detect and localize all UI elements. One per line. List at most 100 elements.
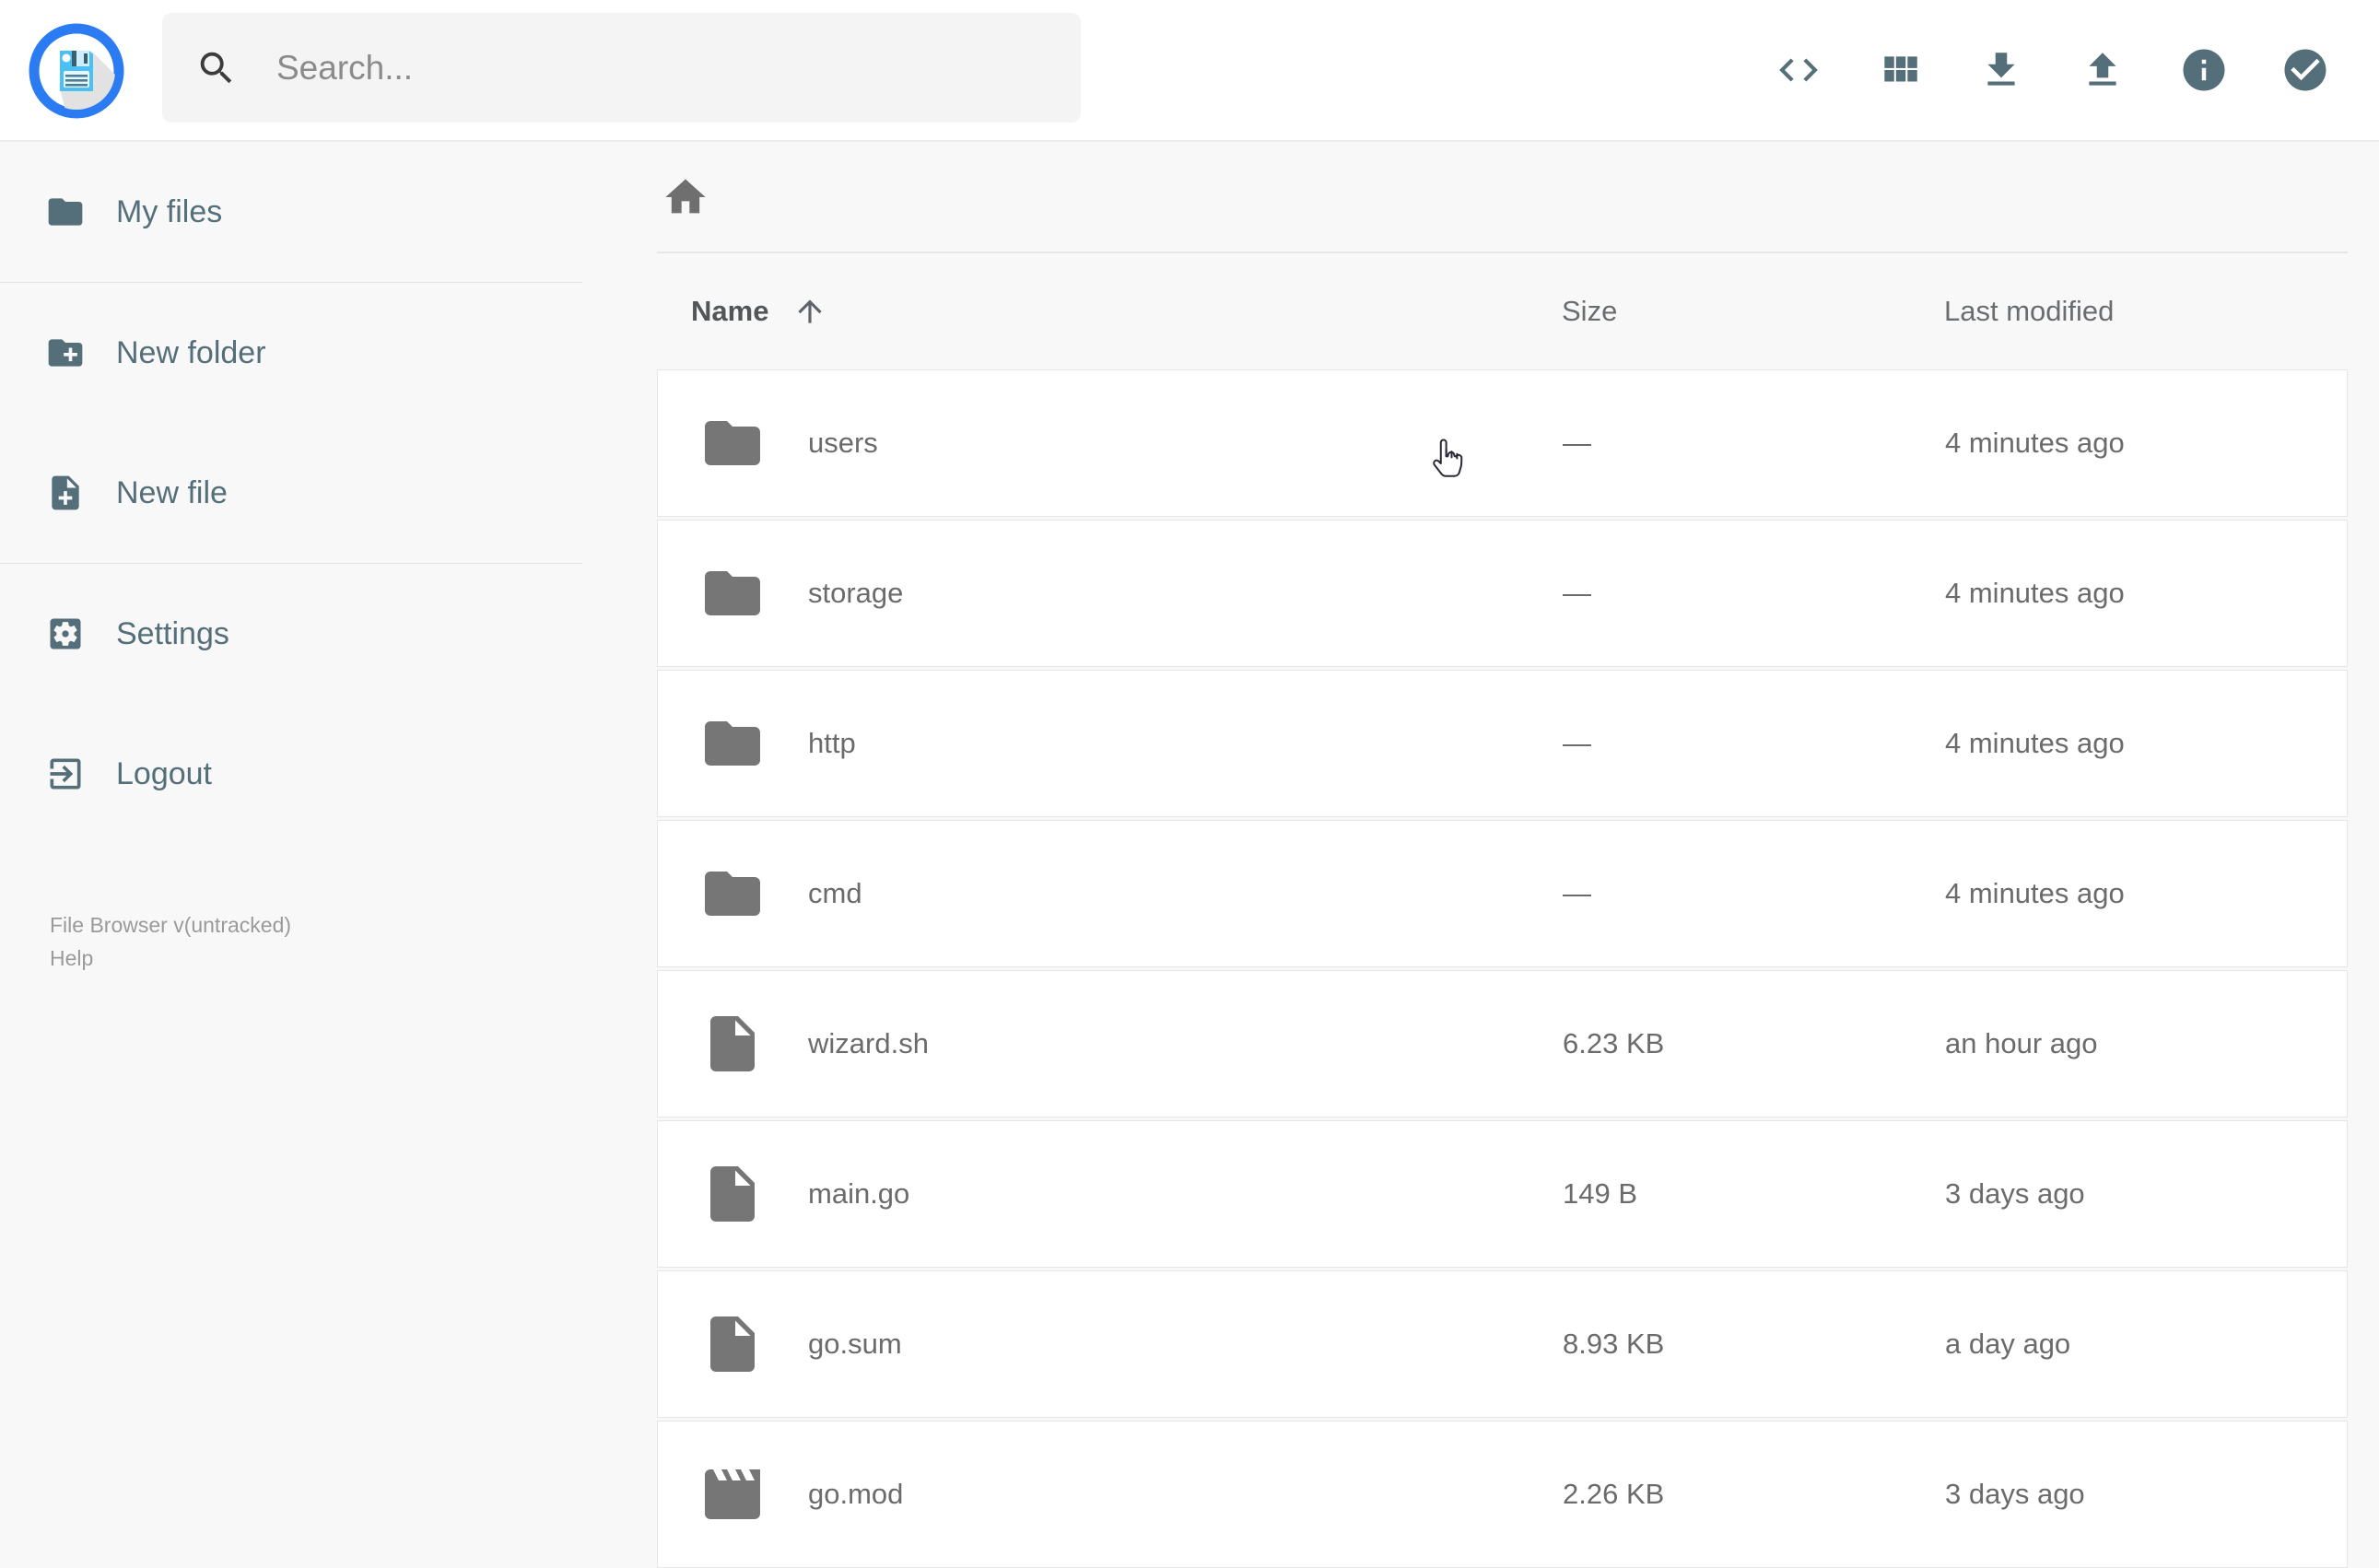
list-header: Name Size Last modified bbox=[657, 253, 2348, 369]
file-size: 8.93 KB bbox=[1563, 1328, 1665, 1360]
file-row[interactable]: http — 4 minutes ago bbox=[657, 670, 2348, 817]
search-bar[interactable] bbox=[162, 13, 1081, 123]
floppy-disk-logo-icon bbox=[29, 23, 124, 119]
file-size: — bbox=[1563, 727, 1591, 759]
download-icon bbox=[1978, 47, 2024, 93]
column-label-size: Size bbox=[1562, 295, 1618, 327]
file-row[interactable]: go.sum 8.93 KB a day ago bbox=[657, 1270, 2348, 1418]
file-size: — bbox=[1563, 427, 1591, 459]
search-icon bbox=[195, 47, 238, 89]
file-size: — bbox=[1563, 577, 1591, 609]
breadcrumb bbox=[657, 142, 2348, 252]
file-name-cell: go.sum bbox=[658, 1311, 1563, 1377]
file-name-cell: storage bbox=[658, 560, 1563, 626]
folder-icon bbox=[699, 710, 766, 777]
info-icon bbox=[2179, 45, 2229, 95]
file-list: users — 4 minutes ago storage — 4 minute… bbox=[657, 369, 2348, 1568]
grid-view-icon bbox=[1877, 47, 1923, 93]
file-modified: 3 days ago bbox=[1945, 1478, 2085, 1510]
column-label-modified: Last modified bbox=[1944, 295, 2115, 327]
home-icon bbox=[662, 173, 709, 221]
sidebar-divider bbox=[0, 282, 582, 283]
sort-by-name-header[interactable]: Name bbox=[657, 294, 1562, 329]
file-name: go.mod bbox=[808, 1478, 904, 1510]
code-button[interactable] bbox=[1748, 0, 1849, 140]
folder-icon bbox=[45, 192, 86, 232]
folder-icon bbox=[699, 560, 766, 626]
file-name: storage bbox=[808, 577, 904, 609]
sidebar-item-logout[interactable]: Logout bbox=[0, 704, 582, 844]
download-button[interactable] bbox=[1951, 0, 2052, 140]
version-text: File Browser v(untracked) bbox=[50, 913, 292, 937]
column-label-name: Name bbox=[691, 295, 769, 327]
file-modified: 4 minutes ago bbox=[1945, 427, 2125, 459]
select-multiple-button[interactable] bbox=[2255, 0, 2356, 140]
file-row[interactable]: main.go 149 B 3 days ago bbox=[657, 1120, 2348, 1268]
file-listing-area: Name Size Last modified users — 4 minute… bbox=[582, 142, 2379, 1568]
file-name-cell: main.go bbox=[658, 1161, 1563, 1227]
help-link[interactable]: Help bbox=[50, 946, 94, 970]
sidebar-item-label: New file bbox=[116, 474, 228, 510]
sidebar-item-settings[interactable]: Settings bbox=[0, 564, 582, 704]
sort-by-size-header[interactable]: Size bbox=[1562, 295, 1944, 328]
file-modified: a day ago bbox=[1945, 1328, 2071, 1360]
new-folder-icon bbox=[45, 333, 86, 373]
file-row[interactable]: go.mod 2.26 KB 3 days ago bbox=[657, 1421, 2348, 1568]
sidebar-item-my-files[interactable]: My files bbox=[0, 142, 582, 282]
sidebar-divider bbox=[0, 563, 582, 564]
file-size: — bbox=[1563, 877, 1591, 909]
logout-icon bbox=[45, 754, 86, 794]
file-modified: an hour ago bbox=[1945, 1027, 2098, 1059]
file-row[interactable]: users — 4 minutes ago bbox=[657, 369, 2348, 517]
sidebar-item-new-folder[interactable]: New folder bbox=[0, 283, 582, 423]
file-icon bbox=[699, 1311, 766, 1377]
sidebar-item-label: My files bbox=[116, 193, 223, 229]
file-size: 149 B bbox=[1563, 1177, 1638, 1210]
sidebar: My files New folder New file Settings Lo… bbox=[0, 142, 582, 1529]
file-modified: 3 days ago bbox=[1945, 1177, 2085, 1210]
sidebar-item-label: New folder bbox=[116, 334, 266, 370]
sidebar-item-new-file[interactable]: New file bbox=[0, 423, 582, 563]
search-input[interactable] bbox=[275, 39, 1081, 97]
sidebar-footer: File Browser v(untracked) Help bbox=[0, 908, 582, 975]
file-name: main.go bbox=[808, 1177, 910, 1210]
sidebar-item-label: Logout bbox=[116, 755, 212, 791]
app-logo[interactable] bbox=[29, 23, 124, 119]
folder-icon bbox=[699, 860, 766, 927]
breadcrumb-home-button[interactable] bbox=[657, 173, 709, 221]
file-name: http bbox=[808, 727, 856, 759]
file-row[interactable]: storage — 4 minutes ago bbox=[657, 520, 2348, 667]
file-name: cmd bbox=[808, 877, 862, 909]
file-icon bbox=[699, 1161, 766, 1227]
file-name-cell: cmd bbox=[658, 860, 1563, 927]
info-button[interactable] bbox=[2153, 0, 2255, 140]
folder-icon bbox=[699, 410, 766, 476]
code-icon bbox=[1775, 47, 1822, 93]
file-name-cell: http bbox=[658, 710, 1563, 777]
file-name: wizard.sh bbox=[808, 1027, 929, 1059]
select-multiple-icon bbox=[2280, 45, 2330, 95]
file-modified: 4 minutes ago bbox=[1945, 577, 2125, 609]
file-icon bbox=[699, 1011, 766, 1077]
file-row[interactable]: wizard.sh 6.23 KB an hour ago bbox=[657, 970, 2348, 1117]
file-name-cell: users bbox=[658, 410, 1563, 476]
sort-by-modified-header[interactable]: Last modified bbox=[1944, 295, 2348, 328]
new-file-icon bbox=[45, 473, 86, 513]
movie-icon bbox=[699, 1461, 766, 1527]
file-row[interactable]: cmd — 4 minutes ago bbox=[657, 820, 2348, 967]
settings-icon bbox=[45, 614, 86, 654]
file-modified: 4 minutes ago bbox=[1945, 877, 2125, 909]
file-size: 6.23 KB bbox=[1563, 1027, 1665, 1059]
upload-button[interactable] bbox=[2052, 0, 2153, 140]
header-actions bbox=[1748, 0, 2356, 140]
grid-view-button[interactable] bbox=[1849, 0, 1951, 140]
file-name-cell: go.mod bbox=[658, 1461, 1563, 1527]
breadcrumb-divider bbox=[657, 252, 2348, 253]
file-name-cell: wizard.sh bbox=[658, 1011, 1563, 1077]
arrow-up-icon bbox=[792, 294, 827, 329]
sidebar-item-label: Settings bbox=[116, 615, 229, 651]
file-name: users bbox=[808, 427, 878, 459]
upload-icon bbox=[2080, 47, 2126, 93]
file-size: 2.26 KB bbox=[1563, 1478, 1665, 1510]
